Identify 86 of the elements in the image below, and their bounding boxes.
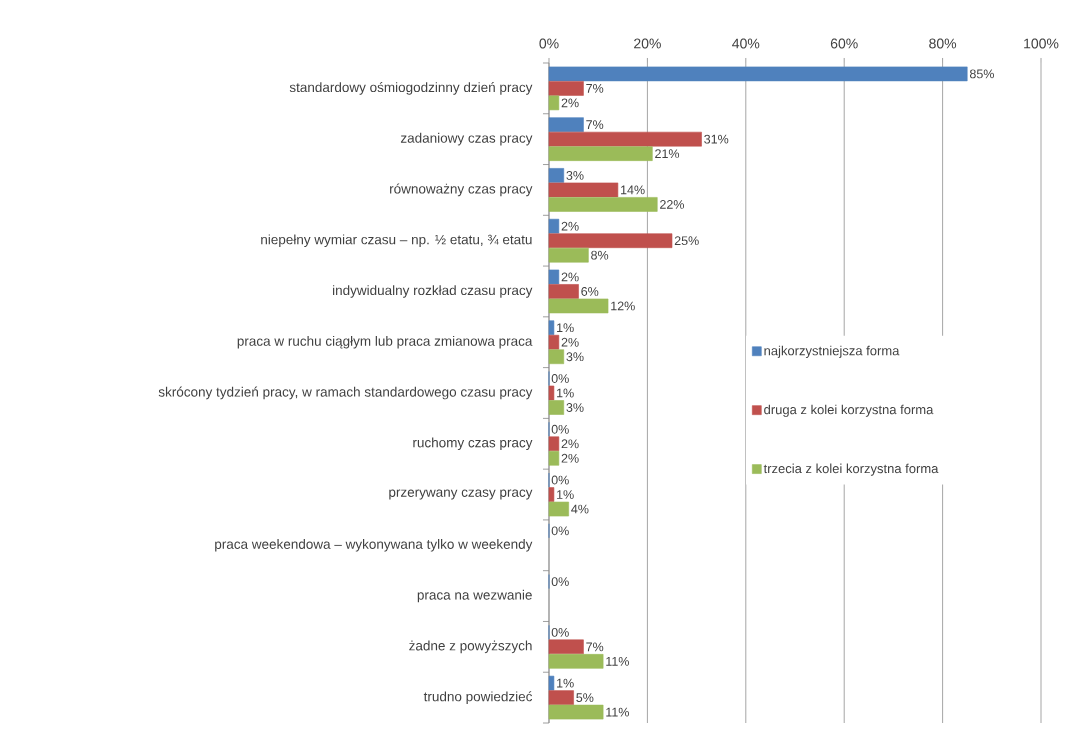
data-label: 8% (591, 250, 609, 260)
data-label: 6% (581, 287, 599, 296)
data-label: 2% (561, 98, 579, 108)
bar (548, 436, 560, 452)
data-label: 85% (969, 69, 994, 79)
y-tick-label: przerywany czasy pracy (389, 489, 533, 500)
data-label: 25% (674, 236, 699, 246)
bar (548, 66, 968, 82)
bar (548, 233, 673, 248)
data-label: 2% (561, 337, 579, 347)
data-label: 1% (557, 678, 574, 688)
data-label: 3% (566, 403, 584, 412)
data-label: 21% (655, 149, 680, 159)
x-tick-label: 20% (634, 38, 661, 49)
data-label: 1% (557, 388, 574, 398)
bar (548, 450, 560, 466)
data-label: 11% (606, 656, 629, 666)
y-tick-label: praca na wezwanie (417, 589, 532, 603)
legend-label: druga z kolei korzystna forma (764, 404, 934, 417)
bar (548, 704, 604, 720)
bar (548, 81, 584, 96)
bar (548, 487, 555, 502)
data-label: 2% (561, 439, 579, 449)
x-tick-label: 40% (732, 38, 760, 49)
bar (548, 385, 555, 401)
bar (548, 131, 702, 147)
bar (548, 269, 560, 285)
bar (548, 247, 589, 263)
bar (548, 501, 569, 517)
bar (548, 146, 653, 161)
data-label: 0% (551, 577, 569, 586)
y-tick-label: niepełny wymiar czasu – np. ½ etatu, ¾ etatu (261, 234, 532, 247)
data-label: 0% (551, 374, 569, 383)
data-label: 7% (586, 84, 604, 93)
data-label: 0% (551, 627, 569, 637)
x-tick-label: 0% (539, 38, 559, 49)
data-label: 1% (557, 323, 574, 333)
bar (548, 675, 555, 691)
y-tick-label: praca weekendowa – wykonywana tylko w weekendy (215, 539, 533, 552)
bar (548, 168, 565, 183)
data-label: 0% (551, 475, 569, 485)
legend-label: trzecia z kolei korzystna forma (763, 463, 939, 476)
data-label: 1% (557, 490, 574, 499)
data-label: 0% (551, 424, 569, 434)
bar (548, 218, 560, 234)
data-label: 7% (586, 120, 604, 130)
bar (548, 182, 619, 198)
y-tick-label: indywidualny rozkład czasu pracy (333, 285, 533, 298)
y-tick-label: trudno powiedzieć (423, 691, 533, 704)
y-tick-label: praca w ruchu ciągłym lub praca zmianowa praca (237, 335, 533, 349)
data-label: 2% (561, 453, 579, 463)
data-label: 2% (561, 221, 579, 231)
bar (548, 349, 565, 365)
bar (548, 690, 574, 705)
data-label: 7% (586, 642, 604, 652)
y-tick-label: równoważny czas pracy (390, 183, 533, 197)
data-label: 31% (704, 134, 729, 144)
bar (548, 320, 555, 336)
bar (548, 95, 560, 111)
data-label: 11% (606, 707, 629, 717)
data-label: 12% (611, 301, 635, 311)
y-tick-label: żadne z powyższych (409, 640, 532, 654)
y-tick-label: ruchomy czas pracy (413, 437, 533, 451)
bar (548, 639, 584, 655)
data-label: 22% (660, 200, 685, 209)
y-tick-label: standardowy ośmiogodzinny dzień pracy (289, 82, 533, 95)
data-label: 14% (621, 185, 645, 195)
bar (548, 284, 579, 299)
bar (548, 197, 658, 212)
x-tick-label: 80% (929, 38, 957, 49)
bar (548, 298, 609, 314)
bar (548, 334, 560, 350)
data-label: 0% (551, 526, 569, 536)
data-label: 3% (566, 352, 584, 362)
legend-label: najkorzystniejsza forma (764, 345, 900, 358)
data-label: 2% (561, 272, 579, 282)
data-label: 4% (571, 504, 589, 514)
y-tick-label: skrócony tydzień pracy, w ramach standardowego czasu pracy (158, 386, 533, 400)
bar (548, 400, 565, 415)
bar (548, 654, 604, 669)
x-tick-label: 60% (830, 38, 858, 49)
data-label: 3% (566, 171, 584, 180)
data-label: 5% (576, 693, 594, 703)
bar (548, 117, 584, 132)
y-tick-label: zadaniowy czas pracy (400, 132, 533, 146)
x-tick-label: 100% (1024, 38, 1059, 49)
